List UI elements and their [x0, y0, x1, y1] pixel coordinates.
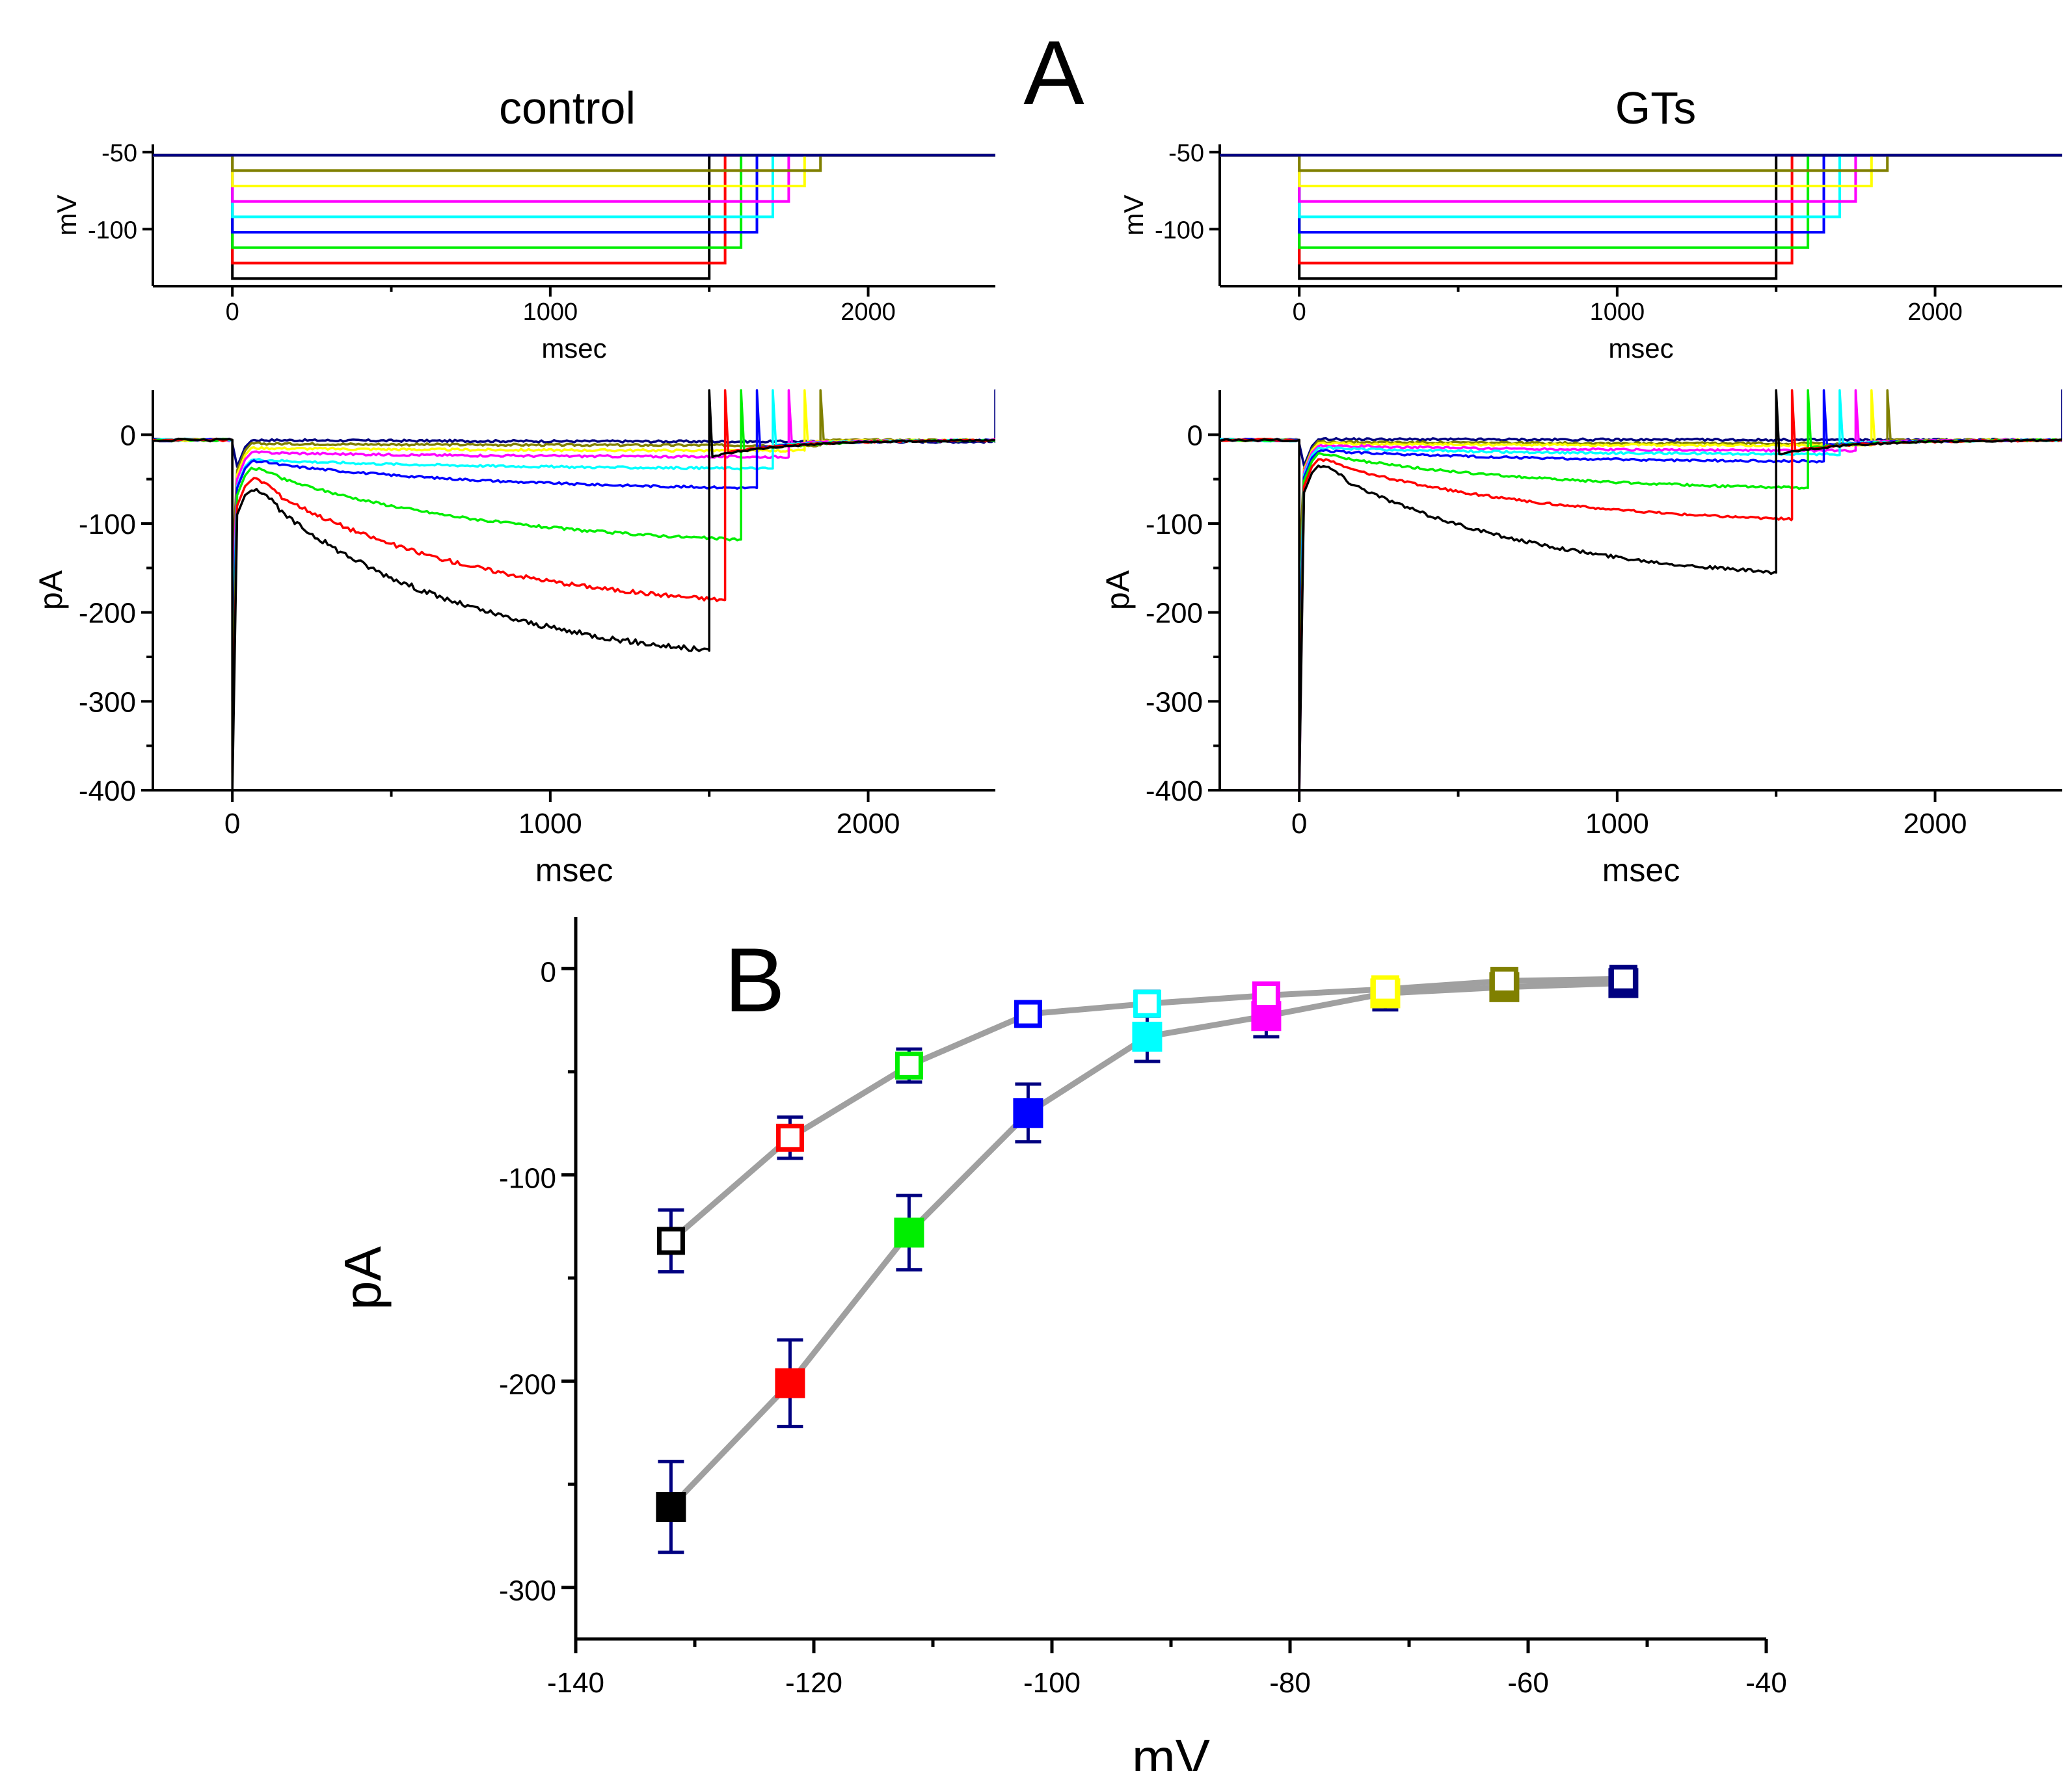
current-trace [153, 389, 995, 703]
current-trace [1220, 389, 2062, 774]
x-tick-label: 1000 [1590, 299, 1645, 326]
panel-a-label: A [1023, 21, 1084, 124]
y-tick-label: -100 [1155, 217, 1204, 244]
x-tick-label: 0 [1293, 299, 1306, 326]
gts-voltage-chart: 0 1000 2000 -50 -100 msec mV GTs [1118, 83, 2062, 364]
y-tick-label: -100 [499, 1162, 556, 1194]
x-tick-label: 1000 [1585, 808, 1649, 840]
data-point-open [1014, 1000, 1042, 1028]
current-trace [1220, 389, 2062, 658]
current-trace [153, 389, 995, 614]
y-tick-label: -200 [79, 598, 136, 630]
y-axis-title: mV [1118, 195, 1149, 236]
data-point-open [1609, 965, 1637, 993]
current-trace [1220, 389, 2062, 467]
data-point-filled [1013, 1098, 1043, 1128]
gts-current-chart: 0 1000 2000 0 -100 -200 -300 -400 msec pA [1099, 389, 2062, 888]
iv-curve-chart: -140 -120 -100 -80 -60 -40 0 -100 -200 -300 mV pA [334, 917, 1787, 1771]
data-point-open [656, 1227, 685, 1255]
y-axis-title: pA [1099, 570, 1136, 610]
x-axis-title: mV [1132, 1729, 1211, 1771]
y-tick-label: -400 [79, 775, 136, 807]
x-axis-title: msec [541, 333, 606, 364]
y-tick-label: -200 [499, 1369, 556, 1401]
x-tick-label: -140 [547, 1667, 604, 1699]
panel-title: GTs [1615, 83, 1696, 133]
current-trace [153, 389, 995, 570]
x-axis-title: msec [535, 852, 613, 888]
y-tick-label: -100 [88, 217, 137, 244]
current-trace [1220, 389, 2062, 703]
x-tick-label: 0 [1291, 808, 1307, 840]
x-tick-label: -120 [785, 1667, 842, 1699]
data-point-filled [1132, 1021, 1163, 1052]
y-tick-label: 0 [541, 956, 556, 988]
data-point-open [1133, 989, 1161, 1018]
y-tick-label: -400 [1146, 775, 1203, 807]
trace-layer [153, 389, 995, 792]
current-trace [153, 389, 995, 792]
data-point-open [1371, 975, 1399, 1004]
x-tick-label: 2000 [1907, 299, 1963, 326]
y-tick-label: -50 [101, 140, 137, 167]
current-trace [1220, 389, 2062, 792]
y-axis-title: pA [33, 570, 69, 610]
x-tick-label: 2000 [837, 808, 900, 840]
y-axis-title: pA [334, 1245, 392, 1309]
current-trace [153, 389, 995, 658]
x-tick-label: 2000 [841, 299, 896, 326]
data-point-filled [894, 1218, 924, 1248]
y-tick-label: -200 [1146, 598, 1203, 630]
x-tick-label: -80 [1269, 1667, 1311, 1699]
current-trace [1220, 389, 2062, 792]
control-voltage-chart: 0 1000 2000 -50 -100 msec mV control [51, 83, 995, 364]
data-point-filled [656, 1492, 686, 1523]
x-tick-label: -60 [1507, 1667, 1549, 1699]
y-tick-label: -300 [1146, 686, 1203, 718]
x-axis-title: msec [1602, 852, 1680, 888]
y-tick-label: -300 [499, 1575, 556, 1607]
y-axis-title: mV [51, 195, 82, 236]
y-tick-label: -100 [1146, 509, 1203, 540]
data-point-open [1252, 981, 1280, 1010]
y-tick-label: 0 [1187, 419, 1203, 451]
data-point-open [895, 1051, 923, 1080]
x-tick-label: 2000 [1904, 808, 1967, 840]
voltage-trace [153, 153, 995, 172]
y-tick-label: -100 [79, 509, 136, 540]
x-tick-label: -100 [1023, 1667, 1081, 1699]
control-current-chart: 0 1000 2000 0 -100 -200 -300 -400 msec pA [33, 389, 995, 888]
x-axis-title: msec [1608, 333, 1673, 364]
x-tick-label: 0 [224, 808, 240, 840]
voltage-trace [1220, 153, 2062, 203]
data-point-filled [775, 1368, 805, 1398]
trace-layer [1220, 389, 2062, 792]
panel-b-label: B [724, 929, 785, 1031]
data-point-open [775, 1123, 804, 1152]
voltage-trace [1220, 153, 2062, 234]
y-tick-label: 0 [120, 419, 136, 451]
data-point-open [1490, 966, 1518, 995]
y-tick-label: -50 [1168, 140, 1204, 167]
x-tick-label: -40 [1745, 1667, 1787, 1699]
y-tick-label: -300 [79, 686, 136, 718]
voltage-trace [1220, 153, 2062, 172]
x-tick-label: 1000 [518, 808, 582, 840]
voltage-trace [153, 153, 995, 234]
panel-title: control [499, 83, 636, 133]
voltage-trace [153, 153, 995, 203]
x-tick-label: 0 [226, 299, 239, 326]
x-tick-label: 1000 [523, 299, 578, 326]
